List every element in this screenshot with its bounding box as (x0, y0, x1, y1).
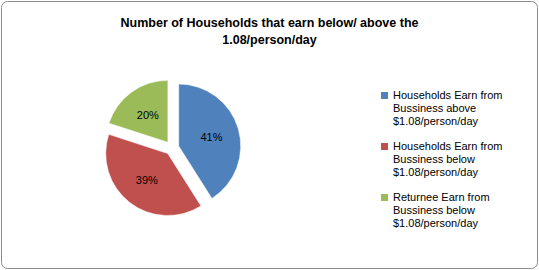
data-label: 20% (137, 109, 159, 121)
text-line: Bussiness above (393, 102, 476, 114)
text-line: $1.08/person/day (393, 217, 479, 229)
legend-swatch (381, 194, 388, 201)
legend-swatch (381, 143, 388, 150)
data-label: 39% (136, 174, 158, 186)
text-line: Bussiness below (393, 153, 475, 165)
frame (2, 2, 538, 269)
slice-group: 20% (109, 80, 168, 142)
slice-group: 39% (106, 134, 201, 215)
slice (179, 84, 241, 198)
data-label: 41% (200, 131, 222, 143)
text-line: $1.08/person/day (393, 166, 479, 178)
legend-swatch (381, 92, 388, 99)
text-line: Bussiness below (393, 204, 475, 216)
slice (109, 80, 168, 142)
text-line: Households Earn from (393, 89, 502, 101)
chart: Number of Households that earn below/ ab… (0, 0, 539, 270)
pie: 41% 39% 20% (106, 80, 241, 215)
text-line: $1.08/person/day (393, 115, 479, 127)
slice (106, 134, 201, 215)
legend-label: Households Earn fromBussiness above$1.08… (393, 89, 502, 127)
legend-label: Households Earn fromBussiness below$1.08… (393, 140, 502, 178)
text-line: Returnee Earn from (393, 191, 490, 203)
title: Number of Households that earn below/ ab… (121, 16, 419, 47)
legend: Households Earn fromBussiness above$1.08… (381, 89, 502, 229)
text-line: Number of Households that earn below/ ab… (121, 16, 419, 30)
legend-label: Returnee Earn fromBussiness below$1.08/p… (393, 191, 490, 229)
text-line: Households Earn from (393, 140, 502, 152)
text-line: 1.08/person/day (222, 33, 317, 47)
slice-group: 41% (179, 84, 241, 198)
